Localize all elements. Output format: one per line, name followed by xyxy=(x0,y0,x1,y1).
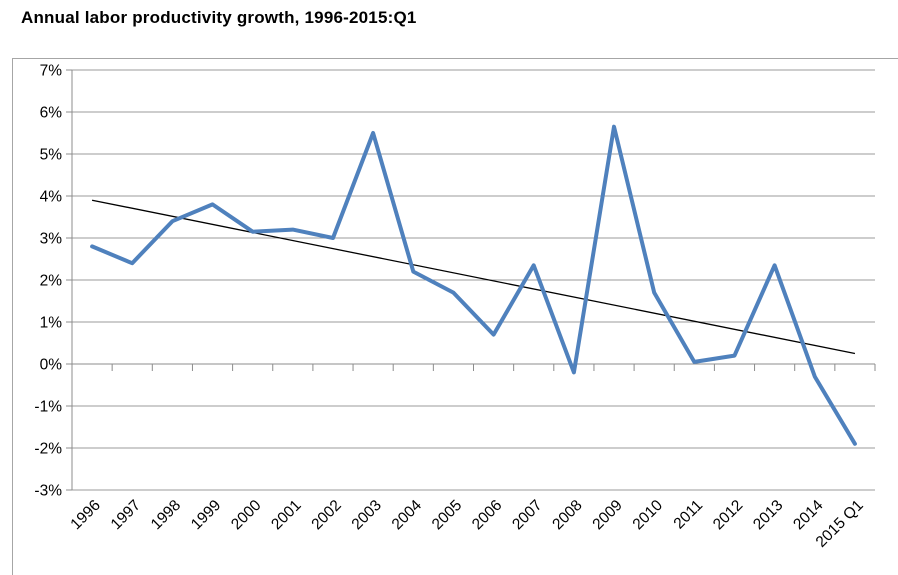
y-axis-tick-label: 0% xyxy=(40,357,63,374)
y-axis-tick-label: 7% xyxy=(40,63,63,80)
y-axis-tick-label: 6% xyxy=(40,105,63,122)
x-axis-tick-label: 2002 xyxy=(308,497,344,533)
x-axis-tick-label: 2004 xyxy=(389,497,426,534)
x-axis-tick-label: 2014 xyxy=(790,497,827,534)
x-axis-tick-label: 2006 xyxy=(469,497,505,533)
x-axis-tick-label: 2013 xyxy=(750,497,786,533)
x-axis-tick-label: 2007 xyxy=(509,497,545,533)
y-axis-tick-label: 4% xyxy=(40,189,63,206)
x-axis-tick-label: 1998 xyxy=(148,497,184,533)
y-axis-tick-label: 2% xyxy=(40,273,63,290)
trend-line xyxy=(91,199,856,355)
x-axis-tick-label: 1997 xyxy=(108,497,144,533)
y-axis-tick-label: 3% xyxy=(40,231,63,248)
x-axis-tick-label: 2011 xyxy=(671,497,707,533)
y-axis-tick-label: -1% xyxy=(34,399,62,416)
data-series-line xyxy=(90,124,857,446)
x-axis-tick-label: 2005 xyxy=(429,497,465,533)
x-axis-tick-label: 2012 xyxy=(710,497,746,533)
x-axis-tick-label: 2009 xyxy=(589,497,625,533)
y-axis-tick-label: 1% xyxy=(40,315,63,332)
x-axis-tick-label: 2010 xyxy=(630,497,667,534)
y-axis-tick-label: 5% xyxy=(40,147,63,164)
y-axis-tick-label: -2% xyxy=(34,441,62,458)
x-axis-tick-label: 1999 xyxy=(188,497,224,533)
x-axis-tick-label: 2000 xyxy=(228,497,265,534)
chart-title: Annual labor productivity growth, 1996-2… xyxy=(21,8,417,27)
x-axis-tick-label: 2003 xyxy=(349,497,385,533)
x-axis-tick-label: 1996 xyxy=(67,497,103,533)
x-axis-tick-label: 2001 xyxy=(268,497,304,533)
x-axis-tick-label: 2008 xyxy=(549,497,585,533)
y-axis-tick-label: -3% xyxy=(34,483,62,500)
